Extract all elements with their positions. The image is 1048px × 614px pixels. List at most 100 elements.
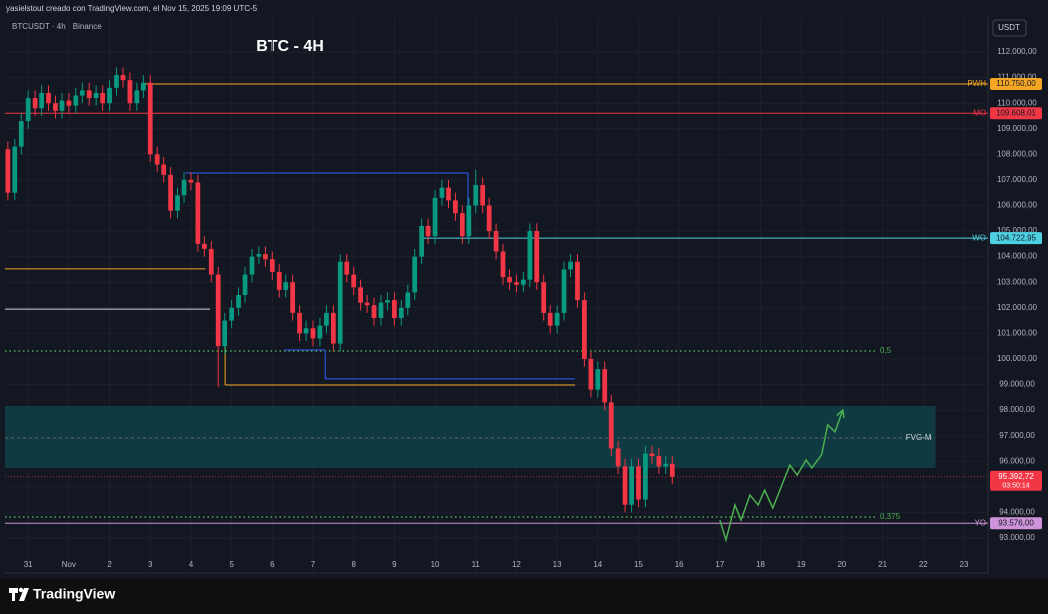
x-tick-label: 17 bbox=[715, 560, 724, 569]
candle-body bbox=[669, 463, 675, 477]
x-tick-label: 14 bbox=[593, 560, 602, 569]
logo-part bbox=[18, 587, 24, 593]
candle-body bbox=[547, 312, 553, 326]
x-tick-label: 13 bbox=[553, 560, 562, 569]
y-tick-label: 101.000,00 bbox=[997, 328, 1038, 337]
candle-body bbox=[575, 261, 580, 301]
x-tick-label: 3 bbox=[148, 560, 153, 569]
currency-label[interactable]: USDT bbox=[998, 23, 1020, 32]
candle-body bbox=[256, 254, 262, 257]
candle-body bbox=[269, 259, 275, 272]
candle-body bbox=[534, 231, 540, 283]
candle-body bbox=[161, 164, 167, 175]
candle-body bbox=[466, 205, 472, 237]
candle-body bbox=[100, 92, 106, 104]
candle-body bbox=[168, 174, 173, 211]
level-tag-label: 93.576,00 bbox=[998, 518, 1034, 527]
candle-body bbox=[12, 146, 18, 193]
candle-body bbox=[297, 312, 302, 334]
candle-body bbox=[405, 292, 411, 308]
current-price-label: 95.392,72 bbox=[998, 472, 1034, 481]
candle-body bbox=[263, 254, 268, 260]
level-tag bbox=[990, 107, 1042, 120]
candle-body bbox=[120, 75, 126, 81]
chart-title: BTC - 4H bbox=[256, 38, 324, 55]
candle-body bbox=[453, 200, 458, 214]
candle-body bbox=[222, 320, 228, 347]
x-tick-label: 16 bbox=[675, 560, 684, 569]
x-tick-label: 8 bbox=[351, 560, 356, 569]
candle-body bbox=[459, 213, 465, 237]
y-tick-label: 112.000,00 bbox=[997, 47, 1037, 56]
y-tick-label: 107.000,00 bbox=[997, 175, 1038, 184]
y-tick-label: 108.000,00 bbox=[997, 149, 1038, 158]
y-tick-label: 105.000,00 bbox=[997, 226, 1038, 235]
candle-body bbox=[303, 328, 309, 334]
candle-body bbox=[602, 369, 608, 403]
candle-body bbox=[73, 95, 79, 106]
candle-body bbox=[358, 287, 363, 303]
candle-body bbox=[392, 300, 397, 319]
candle-body bbox=[344, 261, 350, 275]
candle-body bbox=[371, 305, 377, 319]
candle-body bbox=[107, 87, 112, 104]
candle-body bbox=[378, 302, 384, 319]
candle-body bbox=[201, 243, 207, 249]
candle-body bbox=[175, 195, 180, 211]
candle-body bbox=[236, 295, 241, 308]
y-tick-label: 99.000,00 bbox=[999, 380, 1035, 389]
level-name: MO bbox=[973, 108, 986, 117]
candle-body bbox=[188, 179, 194, 183]
candle-body bbox=[663, 463, 669, 467]
level-name: WO bbox=[972, 233, 986, 242]
candle-body bbox=[337, 261, 343, 344]
current-price-tag bbox=[990, 470, 1042, 491]
candle-body bbox=[500, 251, 506, 278]
x-tick-label: 18 bbox=[756, 560, 765, 569]
logo-part bbox=[19, 588, 29, 601]
candle-body bbox=[18, 121, 24, 147]
x-tick-label: 6 bbox=[270, 560, 275, 569]
x-tick-label: Nov bbox=[62, 560, 76, 569]
x-tick-label: 31 bbox=[24, 560, 33, 569]
candle-body bbox=[59, 100, 65, 111]
candle-body bbox=[283, 282, 289, 290]
y-tick-label: 98.000,00 bbox=[999, 405, 1035, 414]
candle-body bbox=[154, 154, 160, 165]
candle-body bbox=[561, 269, 567, 313]
candle-body bbox=[582, 300, 587, 359]
candle-body bbox=[425, 225, 431, 237]
x-tick-label: 5 bbox=[229, 560, 234, 569]
brand-name: TradingView bbox=[33, 586, 115, 602]
symbol-info: BTCUSDT · 4h · Binance bbox=[12, 22, 102, 31]
level-tag-label: 109.608,01 bbox=[996, 108, 1037, 117]
x-tick-label: 15 bbox=[634, 560, 643, 569]
x-tick-label: 21 bbox=[878, 560, 887, 569]
level-tag-label: 110.750,00 bbox=[996, 79, 1036, 88]
candle-body bbox=[114, 75, 119, 88]
y-tick-label: 94.000,00 bbox=[999, 507, 1035, 516]
candle-body bbox=[351, 274, 357, 288]
level-tag bbox=[990, 232, 1042, 245]
y-tick-label: 93.000,00 bbox=[999, 533, 1035, 542]
candle-body bbox=[310, 328, 316, 339]
y-tick-label: 97.000,00 bbox=[999, 431, 1035, 440]
candle-body bbox=[520, 279, 526, 285]
y-tick-label: 103.000,00 bbox=[997, 277, 1038, 286]
logo-part bbox=[12, 588, 15, 601]
currency-box[interactable] bbox=[992, 19, 1027, 37]
candle-body bbox=[649, 453, 655, 457]
footer-bar bbox=[0, 578, 1048, 614]
candle-body bbox=[5, 149, 11, 193]
candle-body bbox=[608, 402, 614, 449]
countdown-label: 03:50:14 bbox=[1002, 483, 1029, 490]
brand-logo bbox=[9, 587, 29, 601]
candle-body bbox=[242, 274, 248, 295]
candle-body bbox=[330, 312, 336, 344]
candle-body bbox=[53, 103, 58, 111]
candle-body bbox=[595, 369, 601, 390]
candle-body bbox=[215, 274, 221, 347]
candle-body bbox=[439, 187, 445, 198]
candle-body bbox=[249, 256, 255, 275]
candle-body bbox=[568, 261, 573, 270]
